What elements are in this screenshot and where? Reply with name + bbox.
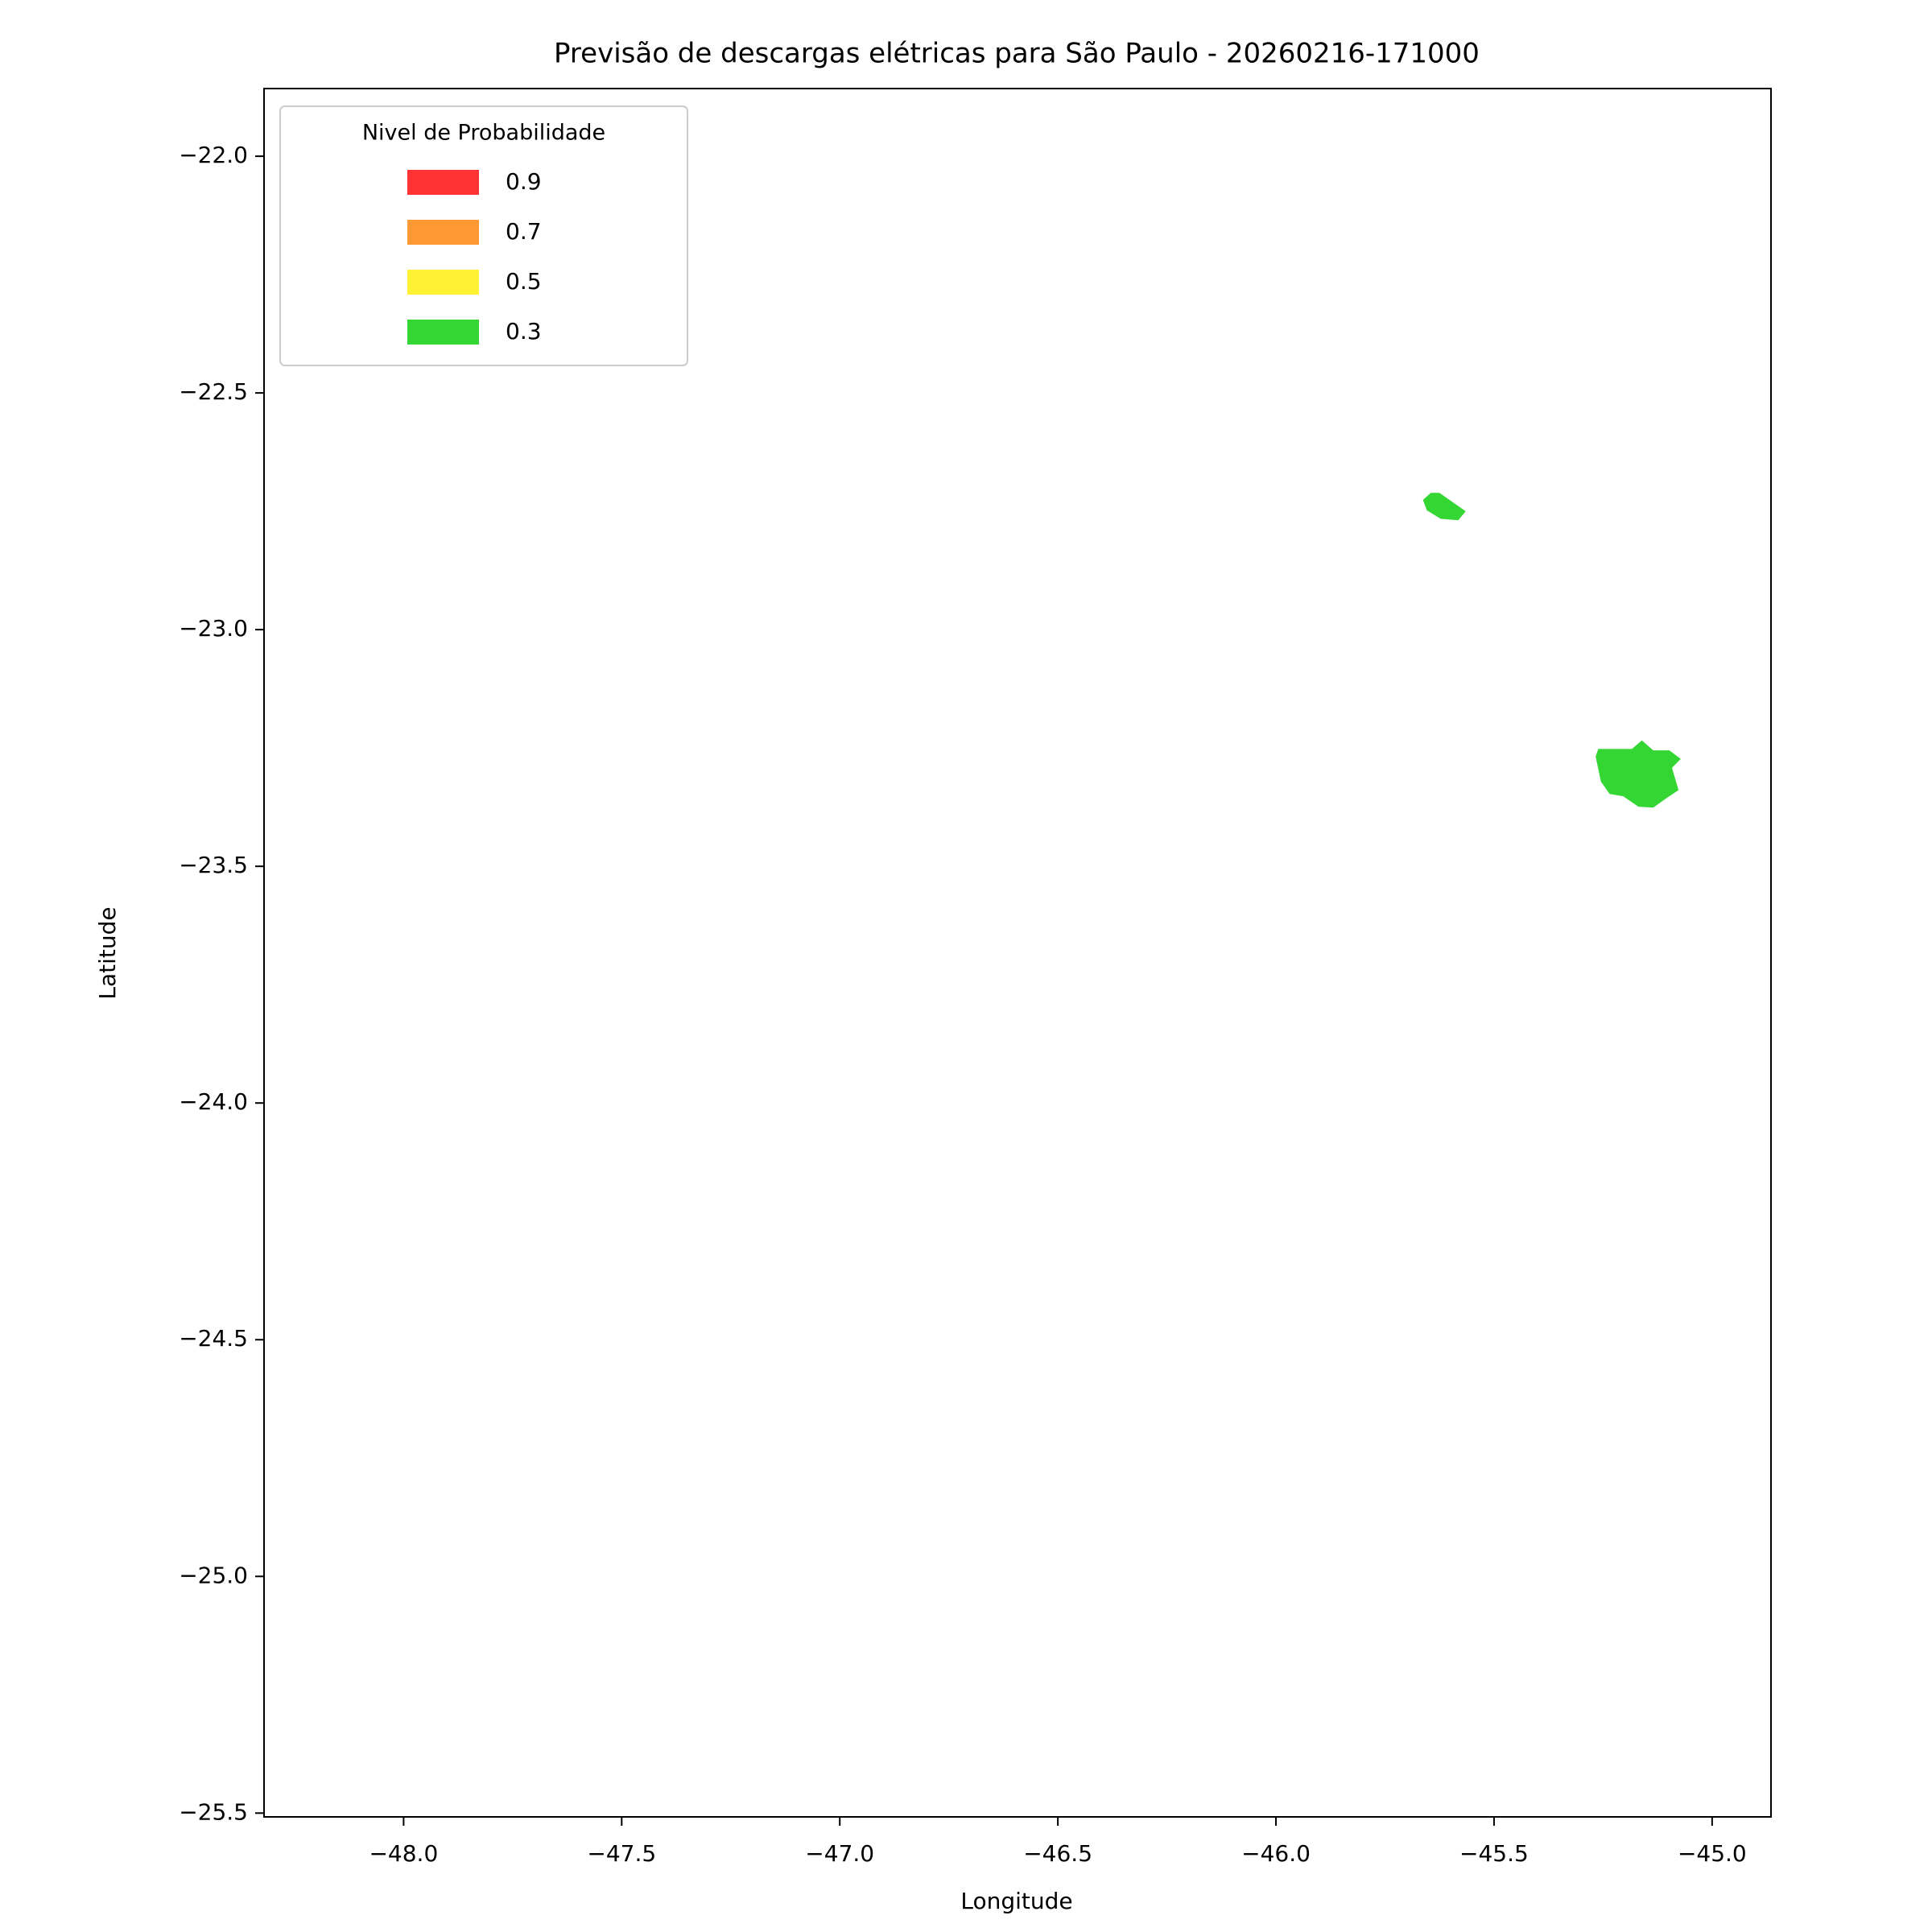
x-tick-label: −46.5 xyxy=(1023,1840,1092,1867)
storm-area xyxy=(1422,493,1466,521)
x-tick-label: −47.5 xyxy=(587,1840,656,1867)
legend-label: 0.7 xyxy=(506,218,542,245)
legend-swatch xyxy=(407,270,479,295)
y-tick-label: −25.5 xyxy=(179,1798,248,1825)
y-tick-label: −23.5 xyxy=(179,852,248,878)
chart-title: Previsão de descargas elétricas para São… xyxy=(554,38,1480,70)
x-tick-label: −45.0 xyxy=(1678,1840,1747,1867)
x-tick-label: −48.0 xyxy=(369,1840,438,1867)
y-tick-label: −22.5 xyxy=(179,378,248,405)
y-axis-label: Latitude xyxy=(94,906,121,999)
legend-title: Nivel de Probabilidade xyxy=(362,121,605,146)
y-tick-label: −22.0 xyxy=(179,142,248,168)
legend-swatch xyxy=(407,170,479,195)
plot-frame xyxy=(263,88,1772,1818)
y-tick-label: −24.5 xyxy=(179,1325,248,1352)
legend-label: 0.3 xyxy=(506,318,542,345)
y-tick-label: −25.0 xyxy=(179,1562,248,1588)
x-axis-label: Longitude xyxy=(960,1888,1072,1914)
y-tick-label: −23.0 xyxy=(179,615,248,642)
y-tick-label: −24.0 xyxy=(179,1088,248,1115)
legend-swatch xyxy=(407,220,479,245)
legend-label: 0.5 xyxy=(506,268,542,295)
x-tick-label: −46.0 xyxy=(1241,1840,1311,1867)
legend-label: 0.9 xyxy=(506,168,542,195)
legend-swatch xyxy=(407,320,479,345)
storm-area xyxy=(1596,740,1681,808)
x-tick-label: −47.0 xyxy=(805,1840,874,1867)
legend-box xyxy=(279,105,688,366)
x-tick-label: −45.5 xyxy=(1459,1840,1529,1867)
